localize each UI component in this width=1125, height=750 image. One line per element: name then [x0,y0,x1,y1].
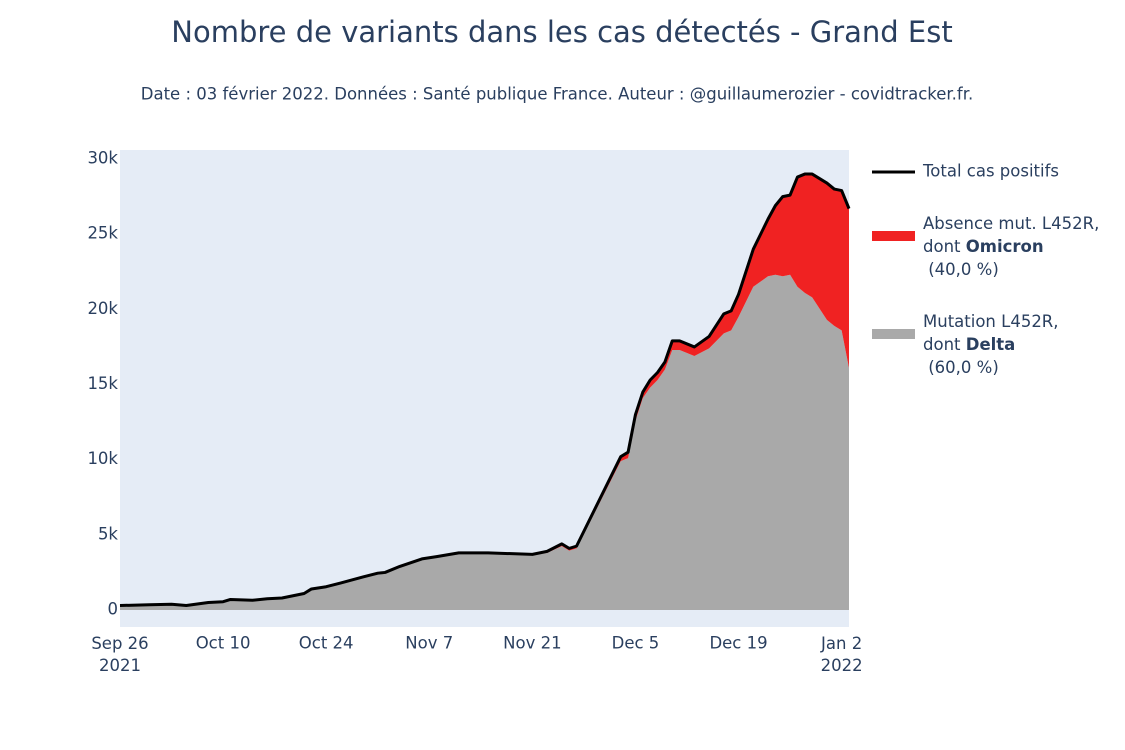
legend-label: Absence mut. L452R, dont Omicron (40,0 %) [923,214,1099,279]
x-tick-label: Jan 2 2022 [820,634,863,675]
y-tick-label: 0 [108,600,119,619]
chart-title: Nombre de variants dans les cas détectés… [171,15,952,49]
axes: 0 5k 10k 15k 20k 25k 30k Sep 26 2021 Oct 10 Oct 24… [87,149,862,675]
line [119,172,851,608]
legend-symbol [872,329,915,339]
y-tick-label: 20k [87,299,118,318]
legend-label: Total cas positifs [922,162,1059,181]
x-tick-label: Dec 19 [709,634,767,653]
y-tick-label: 15k [87,374,118,393]
y-tick-label: 5k [98,524,118,543]
y-tick-label: 25k [87,224,118,243]
legend-label: Mutation L452R, dont Delta (60,0 %) [923,312,1059,377]
x-tick-label: Dec 5 [612,634,660,653]
y-tick-label: 10k [87,449,118,468]
legend-symbol [872,231,915,241]
x-tick-label: Sep 26 2021 [91,634,148,675]
legend: Total cas positifs Absence mut. L452R, don… [872,162,1099,377]
x-tick-label: Oct 24 [299,634,354,653]
x-tick-label: Oct 10 [196,634,251,653]
area [120,274,849,611]
x-tick-label: Nov 21 [503,634,561,653]
area [120,174,849,606]
marks [119,172,851,611]
x-tick-label: Nov 7 [405,634,453,653]
chart-subtitle: Date : 03 février 2022. Données : Santé … [141,85,973,104]
y-tick-label: 30k [87,149,118,168]
